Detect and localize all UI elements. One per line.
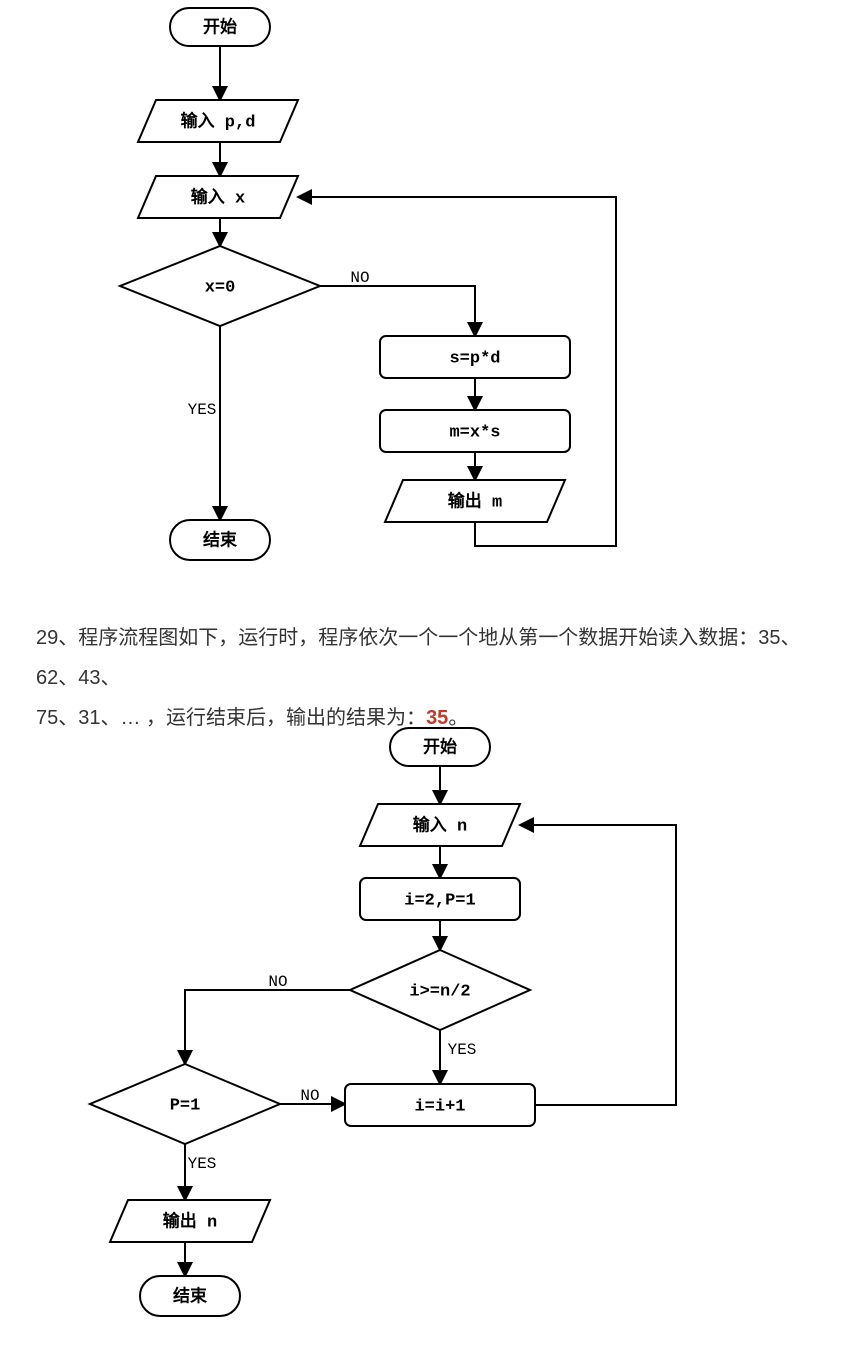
svg-text:YES: YES [188, 401, 217, 419]
svg-text:输入 p,d: 输入 p,d [181, 110, 256, 132]
svg-text:YES: YES [448, 1041, 477, 1059]
svg-text:i>=n/2: i>=n/2 [409, 982, 470, 1001]
svg-text:结束: 结束 [203, 529, 237, 551]
svg-text:i=2,P=1: i=2,P=1 [404, 891, 475, 910]
flowchart-2: 开始输入 n i=2,P=1 i>=n/2 NO YES i=i+1 P=1 NO YES 输出 … [40, 720, 720, 1330]
svg-text:输出 n: 输出 n [163, 1210, 217, 1232]
svg-text:YES: YES [188, 1155, 217, 1173]
svg-text:x=0: x=0 [205, 278, 236, 297]
svg-text:输入 x: 输入 x [191, 186, 245, 208]
flowchart-1: 开始输入 p,d 输入 x x=0 YES NO s=p*d m=x*s 输出 m 结束 [40, 0, 640, 580]
svg-text:i=i+1: i=i+1 [414, 1097, 465, 1116]
svg-text:NO: NO [300, 1087, 319, 1105]
svg-text:开始: 开始 [423, 736, 457, 758]
svg-text:结束: 结束 [173, 1285, 207, 1307]
svg-text:s=p*d: s=p*d [449, 349, 500, 368]
svg-text:NO: NO [350, 269, 369, 287]
svg-text:NO: NO [268, 973, 287, 991]
svg-text:m=x*s: m=x*s [449, 423, 500, 442]
question-line1: 程序流程图如下，运行时，程序依次一个一个地从第一个数据开始读入数据：35、62、… [36, 627, 801, 689]
svg-text:输入 n: 输入 n [413, 814, 467, 836]
svg-text:开始: 开始 [203, 16, 237, 38]
svg-text:输出 m: 输出 m [448, 490, 502, 512]
svg-text:P=1: P=1 [170, 1096, 201, 1115]
question-number: 29、 [36, 627, 78, 649]
